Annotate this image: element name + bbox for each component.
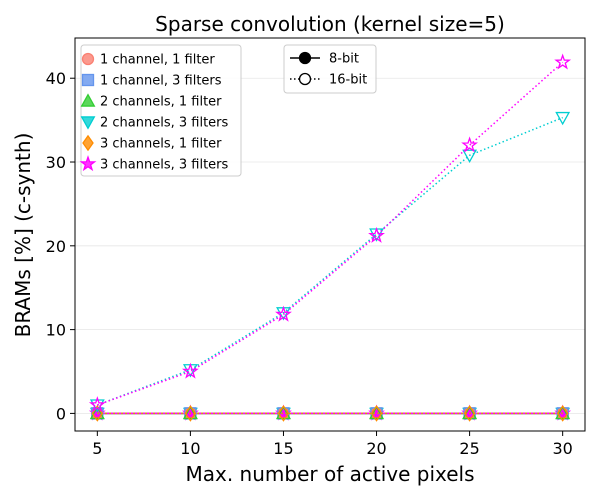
data-point (555, 405, 571, 420)
legend-label: 3 channels, 1 filter (100, 137, 222, 152)
data-point (461, 136, 479, 153)
y-tick-label: 40 (46, 69, 66, 88)
x-tick-label: 10 (180, 439, 200, 458)
legend-entry: 2 channels, 3 filters (80, 116, 229, 131)
data-point (556, 405, 569, 422)
legend-label: 2 channels, 1 filter (100, 95, 222, 110)
x-tick-label: 15 (273, 439, 293, 458)
y-tick-label: 20 (46, 237, 66, 256)
data-point (370, 405, 383, 422)
legend-entry: 1 channel, 3 filters (81, 73, 222, 89)
style-legend-marker (298, 51, 312, 65)
data-point (277, 405, 290, 422)
legend-entry: 1 channel, 1 filter (81, 52, 215, 68)
series-line (97, 61, 564, 406)
y-tick-label: 30 (46, 153, 66, 172)
y-tick-label: 10 (46, 321, 66, 340)
legend-entry: 3 channels, 3 filters (79, 155, 229, 173)
tick-layer: 0 10 20 30 40 5 10 15 20 25 30 (46, 69, 573, 458)
data-point (184, 405, 197, 422)
data-point (91, 405, 104, 422)
data-point (181, 362, 199, 379)
legend-marker (79, 155, 97, 172)
x-axis-label: Max. number of active pixels (185, 462, 474, 486)
style-legend-label: 8-bit (329, 52, 359, 67)
legend-marker (80, 93, 96, 107)
x-tick-label: 30 (552, 439, 572, 458)
legend-marker (80, 116, 96, 130)
legend-series: 1 channel, 1 filter 1 channel, 3 filters 2… (79, 44, 242, 177)
style-legend-entry: 16-bit (290, 73, 367, 88)
series-line (97, 116, 563, 406)
y-tick-label: 0 (56, 404, 66, 423)
legend-label: 1 channel, 1 filter (100, 53, 215, 68)
chart-title: Sparse convolution (kernel size=5) (155, 12, 505, 36)
series-11 (88, 53, 572, 413)
legend-entry: 3 channels, 1 filter (82, 134, 222, 152)
legend-marker (81, 73, 95, 87)
style-legend-marker (298, 72, 312, 86)
data-point (554, 53, 572, 70)
legend-entry: 2 channels, 1 filter (80, 93, 222, 110)
x-tick-label: 25 (459, 439, 479, 458)
style-legend-label: 16-bit (329, 73, 367, 88)
data-point (462, 149, 478, 163)
y-axis-label: BRAMs [%] (c-synth) (11, 133, 35, 338)
series-9 (91, 405, 569, 422)
legend-marker (82, 134, 94, 152)
style-legend-entry: 8-bit (290, 52, 359, 67)
legend-marker (81, 52, 95, 66)
plot-frame (74, 37, 586, 432)
data-point (275, 305, 292, 322)
x-tick-label: 20 (366, 439, 386, 458)
data-point (89, 405, 105, 420)
data-point (463, 405, 476, 422)
legend-frame (80, 44, 242, 177)
x-tick-label: 5 (92, 439, 102, 458)
data-point (368, 226, 385, 243)
legend-label: 3 channels, 3 filters (100, 158, 229, 173)
legend-label: 2 channels, 3 filters (100, 116, 229, 131)
data-point (88, 396, 106, 413)
data-point (555, 111, 571, 126)
series-layer (88, 53, 572, 422)
legend-styles: 8-bit 16-bit (283, 44, 377, 94)
legend-label: 1 channel, 3 filters (100, 74, 222, 89)
